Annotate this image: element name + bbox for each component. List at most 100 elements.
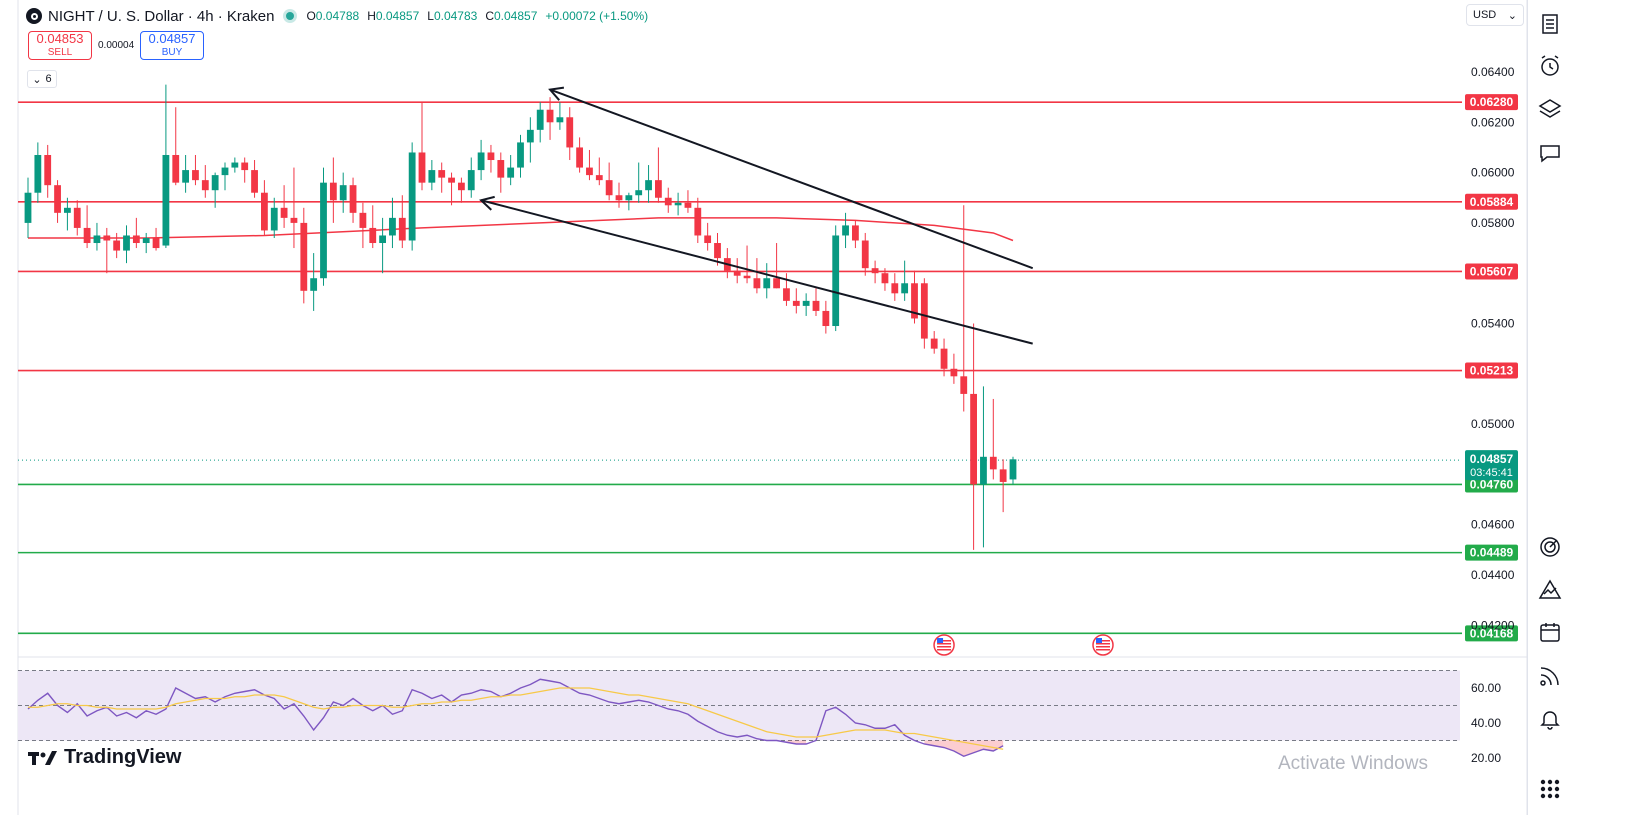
high-value: 0.04857: [375, 9, 420, 23]
chart-area[interactable]: 0.06280 0.05884 0.05607 0.05213 0.04760 0.044…: [0, 0, 1600, 815]
sell-button[interactable]: 0.04853 SELL: [28, 31, 92, 60]
candle-down: [497, 160, 505, 178]
candle-down: [586, 167, 593, 176]
resistance-level-label: 0.06280: [1470, 95, 1514, 109]
candle-up: [517, 142, 524, 168]
alarm-clock-icon[interactable]: [1538, 54, 1562, 78]
resistance-level-label: 0.05213: [1470, 364, 1514, 378]
candle-down: [398, 217, 406, 241]
candle-down: [546, 109, 554, 123]
flag-stripe: [1096, 643, 1110, 645]
calendar-icon[interactable]: [1538, 620, 1562, 644]
candle-down: [73, 207, 81, 228]
candle-down: [783, 288, 790, 301]
candle-down: [773, 278, 780, 289]
high-key: H: [367, 9, 376, 23]
bell-icon[interactable]: [1538, 707, 1562, 731]
trendline-arrowhead: [479, 195, 495, 211]
candle-up: [211, 175, 219, 191]
target-icon[interactable]: [1538, 535, 1562, 559]
candle-down: [950, 368, 958, 377]
support-level-label: 0.04168: [1470, 626, 1514, 640]
candle-up: [635, 190, 643, 196]
support-level-tag: [1465, 625, 1518, 642]
symbol-title[interactable]: NIGHT / U. S. Dollar · 4h · Kraken: [48, 7, 275, 25]
flag-stripe: [937, 643, 952, 645]
resistance-level-tag: [1465, 263, 1518, 280]
trend-up-icon[interactable]: [1538, 578, 1562, 602]
watchlist-icon[interactable]: [1538, 12, 1562, 36]
candle-up: [980, 456, 987, 485]
symbol-header[interactable]: NIGHT / U. S. Dollar · 4h · Kraken O0.04…: [26, 6, 648, 26]
candle-down: [694, 207, 702, 236]
currency-select[interactable]: USD ⌄: [1466, 4, 1524, 26]
candle-up: [231, 162, 239, 168]
trendline: [480, 199, 1033, 345]
support-level-label: 0.04489: [1470, 546, 1514, 560]
candle-up: [526, 129, 534, 143]
flag-stripe: [937, 640, 952, 642]
flag-canton: [937, 638, 944, 643]
close-key: C: [485, 9, 494, 23]
candle-down: [172, 154, 180, 183]
low-value: 0.04783: [433, 9, 478, 23]
candle-up: [142, 237, 150, 244]
candle-down: [753, 278, 761, 289]
flag-stripe: [1096, 640, 1110, 642]
candle-down: [920, 283, 928, 339]
candle-up: [674, 202, 682, 206]
candle-down: [595, 175, 603, 181]
candle-down: [930, 338, 938, 349]
candle-up: [477, 152, 485, 171]
candle-up: [24, 192, 32, 223]
buy-button[interactable]: 0.04857 BUY: [140, 31, 204, 60]
tradingview-logo[interactable]: TradingView: [28, 746, 181, 769]
candle-down: [989, 456, 997, 470]
candle-down: [290, 217, 298, 223]
candle-down: [251, 170, 258, 193]
support-level-tag: [1465, 476, 1518, 493]
indicators-count: 6: [45, 73, 52, 85]
bar-countdown-label: 03:45:41: [1470, 467, 1513, 479]
candle-up: [221, 167, 229, 176]
candle-down: [566, 117, 574, 148]
candle-up: [556, 117, 564, 123]
candle-down: [349, 185, 357, 213]
us-flag-event-icon[interactable]: [933, 634, 955, 656]
rsi-ma-line: [28, 687, 1004, 750]
price-tick-label: 0.06000: [1471, 166, 1515, 180]
candle-up: [536, 109, 544, 130]
flag-stripe: [937, 646, 952, 648]
candle-down: [852, 225, 859, 241]
grid-icon[interactable]: [1538, 777, 1562, 801]
candle-up: [34, 154, 42, 193]
candle-down: [733, 270, 741, 276]
candle-down: [369, 227, 377, 244]
ohlc-values: O0.04788 H0.04857 L0.04783 C0.04857 +0.0…: [306, 9, 648, 23]
broadcast-icon[interactable]: [1538, 664, 1562, 688]
currency-value: USD: [1473, 9, 1497, 21]
candle-up: [507, 167, 515, 178]
symbol-logo-icon: [26, 8, 42, 24]
rsi-tick-label: 40.00: [1471, 716, 1501, 730]
price-tick-label: 0.06400: [1471, 65, 1515, 79]
tradingview-mark-icon: [28, 750, 57, 765]
candle-down: [664, 197, 672, 206]
candle-up: [339, 185, 347, 201]
us-flag-event-icon[interactable]: [1092, 634, 1114, 656]
rsi-line: [27, 678, 1004, 758]
layers-icon[interactable]: [1538, 97, 1562, 121]
candle-down: [960, 376, 968, 394]
resistance-level-label: 0.05884: [1470, 195, 1514, 209]
spread-value: 0.00004: [98, 40, 135, 51]
candle-down: [280, 207, 288, 218]
indicators-toggle-button[interactable]: ⌄ 6: [27, 70, 57, 88]
candle-down: [54, 185, 61, 213]
rsi-tick-label: 60.00: [1471, 681, 1501, 695]
price-chart[interactable]: 0.06280 0.05884 0.05607 0.05213 0.04760 0.044…: [0, 0, 1600, 815]
candle-down: [714, 243, 721, 259]
candle-down: [615, 195, 623, 201]
flag-stripe: [937, 649, 952, 651]
candle-down: [792, 300, 800, 306]
chat-icon[interactable]: [1538, 141, 1562, 165]
